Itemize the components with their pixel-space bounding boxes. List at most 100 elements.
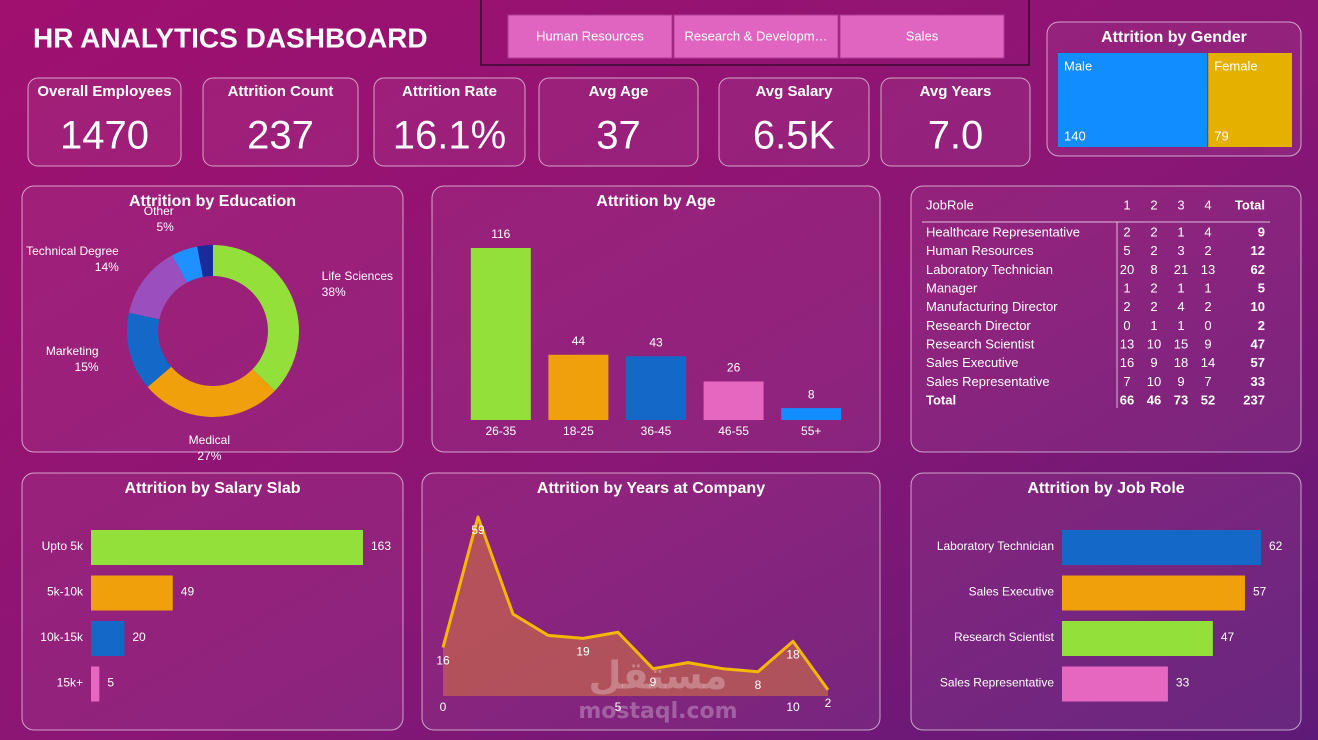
kpi-label: Attrition Count: [228, 83, 334, 100]
table-cell: 2: [1150, 243, 1157, 258]
kpi-label: Avg Age: [589, 83, 649, 100]
data-label: 27%: [197, 449, 221, 463]
data-label: 16: [436, 654, 450, 668]
slicer-button[interactable]: [673, 14, 839, 59]
bar: [470, 248, 531, 420]
chart-title: Attrition by Salary Slab: [124, 480, 300, 497]
data-label: 33: [1176, 676, 1190, 690]
table-cell: 7: [1123, 374, 1130, 389]
table-cell: 0: [1123, 318, 1130, 333]
chart-title: Attrition by Gender: [1101, 29, 1247, 46]
table-cell: 15: [1174, 336, 1188, 351]
table-cell: 2: [1204, 243, 1211, 258]
table-cell: 1: [1123, 280, 1130, 295]
kpi-card: [718, 77, 870, 167]
data-label: 5%: [156, 220, 174, 234]
kpi-card: [373, 77, 526, 167]
kpi-value: 6.5K: [753, 114, 836, 158]
chart-title: Attrition by Education: [129, 193, 296, 210]
bar: [91, 666, 100, 702]
data-label: 8: [808, 387, 815, 401]
slicer-button[interactable]: [839, 14, 1005, 59]
treemap-label: Female: [1214, 58, 1257, 73]
data-label: 49: [181, 585, 195, 599]
table-cell: 1: [1150, 318, 1157, 333]
slice-label: Medical: [189, 433, 230, 447]
data-label: 116: [491, 227, 510, 241]
y-tick-label: Sales Executive: [969, 585, 1055, 599]
area-line: [441, 515, 830, 691]
table-cell: 4: [1204, 224, 1211, 239]
table-cell: 62: [1251, 262, 1265, 277]
table-cell: 0: [1204, 318, 1211, 333]
kpi-card: [202, 77, 359, 167]
bar: [703, 381, 764, 420]
kpi-card: [880, 77, 1031, 167]
slicer-label: Sales: [906, 28, 939, 43]
x-tick-label: 26-35: [485, 424, 516, 438]
table-cell: 2: [1150, 299, 1157, 314]
kpi-value: 237: [247, 114, 314, 158]
table-cell: 4: [1177, 299, 1184, 314]
table-cell: Research Director: [926, 318, 1031, 333]
table-card: [910, 185, 1302, 453]
data-label: 140: [1064, 128, 1086, 143]
table-cell: 9: [1177, 374, 1184, 389]
slicer-label: Research & Developm…: [684, 28, 827, 43]
table-cell: Research Scientist: [926, 336, 1035, 351]
table-cell: 2: [1150, 224, 1157, 239]
slice-label: Marketing: [46, 344, 99, 358]
table-cell: 12: [1251, 243, 1265, 258]
watermark-url: mostaql.com: [578, 699, 737, 724]
table-cell: 1: [1204, 280, 1211, 295]
chart-title: Attrition by Age: [596, 193, 716, 210]
table-cell: 10: [1147, 336, 1161, 351]
data-label: 18: [786, 648, 800, 662]
table-cell: 33: [1251, 374, 1265, 389]
y-tick-label: 5k-10k: [47, 585, 84, 599]
kpi-value: 7.0: [928, 114, 984, 158]
table-cell: 2: [1204, 299, 1211, 314]
slicer-box: [480, 0, 1030, 66]
x-tick-label: 18-25: [563, 424, 594, 438]
table-cell: 1: [1177, 318, 1184, 333]
data-label: 9: [650, 675, 657, 689]
donut-slice: [197, 245, 213, 277]
table-cell: 18: [1174, 355, 1188, 370]
table-cell: 52: [1201, 392, 1215, 407]
table-cell: 2: [1123, 299, 1130, 314]
x-tick-label: 5: [615, 700, 622, 714]
treemap-cell: [1208, 53, 1292, 147]
chart-card: [21, 185, 404, 453]
treemap-cell: [1058, 53, 1208, 147]
treemap-label: Male: [1064, 58, 1092, 73]
table-cell: Manufacturing Director: [926, 299, 1058, 314]
donut-slice: [213, 245, 299, 391]
data-label: 47: [1221, 630, 1235, 644]
kpi-label: Overall Employees: [37, 83, 171, 100]
table-cell: Sales Representative: [926, 374, 1050, 389]
bar: [91, 530, 363, 565]
table-cell: 10: [1147, 374, 1161, 389]
table-header: 2: [1150, 197, 1157, 212]
data-label: 79: [1214, 128, 1228, 143]
slice-label: Other: [144, 204, 174, 218]
table-cell: 8: [1150, 262, 1157, 277]
bar: [1062, 530, 1261, 565]
slicer-button[interactable]: [507, 14, 673, 59]
y-tick-label: Research Scientist: [954, 630, 1055, 644]
donut-slice: [128, 255, 187, 320]
x-tick-label: 46-55: [718, 424, 749, 438]
table-cell: 2: [1123, 224, 1130, 239]
data-label: 5: [107, 676, 114, 690]
table-cell: Total: [926, 392, 956, 407]
y-tick-label: 15k+: [57, 676, 83, 690]
table-cell: Laboratory Technician: [926, 262, 1053, 277]
donut-slice: [147, 366, 275, 417]
data-label: 43: [649, 335, 663, 349]
slice-label: Life Sciences: [322, 269, 393, 283]
donut-slice: [126, 312, 172, 387]
table-cell: 16: [1120, 355, 1134, 370]
